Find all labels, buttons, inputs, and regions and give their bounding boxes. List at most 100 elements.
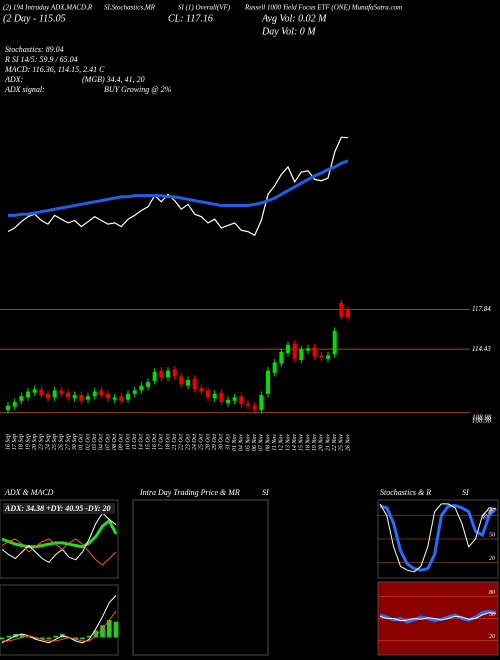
candle-body bbox=[246, 403, 250, 406]
x-tick-label: 01 Oct bbox=[79, 434, 85, 450]
candle-body bbox=[59, 390, 64, 394]
x-tick-label: 12 Nov bbox=[279, 434, 285, 452]
histogram-bar bbox=[113, 621, 119, 638]
candle-body bbox=[146, 382, 150, 387]
x-tick-label: 04 Nov bbox=[238, 434, 245, 452]
panel-title: ADX & MACD bbox=[4, 488, 54, 497]
avg-vol: Avg Vol: 0.02 M bbox=[261, 13, 327, 24]
x-tick-label: 18 Nov bbox=[305, 434, 311, 452]
histogram-bar bbox=[6, 635, 12, 638]
candle-body bbox=[32, 389, 37, 393]
histogram-bar bbox=[86, 635, 92, 638]
x-tick-label: 19 Nov bbox=[312, 434, 318, 452]
candle-body bbox=[206, 390, 210, 398]
histogram-bar bbox=[26, 637, 32, 638]
x-tick-label: 19 Sep bbox=[25, 434, 31, 450]
candle-body bbox=[306, 348, 310, 351]
x-tick-label: 07 Oct bbox=[105, 434, 111, 450]
x-tick-label: 28 Oct bbox=[205, 434, 211, 450]
x-tick-label: 31 Oct bbox=[225, 434, 231, 451]
histogram-bar bbox=[73, 637, 79, 640]
candle-body bbox=[259, 395, 264, 411]
adx-signal-label: ADX signal: bbox=[4, 85, 45, 94]
stochastics: Stochastics: 89.04 bbox=[5, 45, 64, 54]
panel-title: Intra Day Trading Price & MR bbox=[139, 488, 240, 497]
price-line bbox=[7, 136, 349, 237]
x-tick-label: 24 Oct bbox=[191, 434, 198, 450]
candle-body bbox=[326, 355, 330, 359]
candle-body bbox=[139, 385, 144, 391]
candle-body bbox=[26, 391, 30, 398]
x-tick-label: 25 Sep bbox=[52, 434, 58, 450]
annotation-box bbox=[3, 503, 115, 514]
candle-body bbox=[186, 379, 190, 386]
header-text: SI (1) Overall(VF) bbox=[178, 4, 231, 12]
x-tick-label: 21 Nov bbox=[325, 434, 331, 452]
panel-frame bbox=[132, 499, 269, 656]
histogram-bar bbox=[80, 637, 85, 640]
x-tick-label: 25 Nov bbox=[339, 434, 345, 452]
adx-signal: BUY Growing @ 2% bbox=[104, 85, 172, 94]
x-tick-label: 05 Nov bbox=[245, 434, 251, 452]
x-tick-label: 21 Oct bbox=[172, 434, 178, 450]
candle-body bbox=[192, 378, 197, 390]
indicator-line bbox=[2, 610, 117, 642]
x-tick-label: 03 Oct bbox=[92, 434, 98, 450]
candle-body bbox=[126, 393, 130, 400]
x-tick-label: 24 Sep bbox=[44, 434, 51, 450]
candle-body bbox=[219, 392, 224, 402]
y-tick-label: 114.43 bbox=[472, 345, 491, 353]
histogram-bar bbox=[46, 637, 52, 640]
panel-title: SI bbox=[462, 488, 469, 497]
x-tick-label: 11 Nov bbox=[272, 434, 278, 451]
candle-body bbox=[86, 396, 90, 400]
candle-body bbox=[179, 376, 184, 385]
histogram-bar bbox=[100, 625, 105, 638]
y-tick-label: 50 bbox=[489, 532, 495, 538]
y-tick-label: 50 bbox=[489, 612, 495, 618]
candle-body bbox=[92, 391, 97, 397]
x-tick-label: 14 Nov bbox=[291, 434, 298, 452]
histogram-bar bbox=[93, 630, 99, 638]
x-tick-label: 01 Nov bbox=[232, 434, 238, 452]
candle-body bbox=[232, 397, 237, 401]
header-text: SI,Stochastics,MR bbox=[104, 4, 156, 12]
prev-close: (2 Day - 115.05 bbox=[3, 13, 66, 24]
x-tick-label: 22 Oct bbox=[179, 434, 185, 450]
panel-title: SI bbox=[262, 488, 269, 497]
indicator-line bbox=[379, 503, 497, 573]
candle-body bbox=[66, 392, 70, 398]
candle-body bbox=[79, 395, 84, 401]
indicator-line bbox=[379, 503, 498, 572]
x-tick-label: 25 Oct bbox=[199, 434, 205, 450]
histogram-bar bbox=[106, 620, 112, 638]
x-tick-label: 23 Oct bbox=[185, 434, 191, 450]
candle-body bbox=[119, 396, 124, 401]
x-tick-label: 08 Oct bbox=[112, 434, 118, 450]
indicator-line bbox=[379, 609, 497, 624]
y-tick-label: 117.84 bbox=[472, 305, 491, 313]
x-tick-label: 30 Sep bbox=[72, 434, 78, 451]
x-tick-label: 20 Sep bbox=[32, 434, 38, 450]
panel-title: Stochastics & R bbox=[380, 488, 431, 497]
x-tick-label: 17 Sep bbox=[12, 434, 18, 450]
x-tick-label: 22 Nov bbox=[332, 434, 338, 452]
candle-body bbox=[346, 309, 350, 318]
x-tick-label: 16 Oct bbox=[152, 434, 158, 450]
histogram-bar bbox=[0, 637, 5, 640]
x-tick-label: 04 Oct bbox=[98, 434, 105, 450]
histogram-bar bbox=[53, 635, 58, 638]
x-tick-label: 13 Nov bbox=[285, 434, 291, 452]
y-tick-label: 20 bbox=[489, 556, 495, 562]
x-tick-label: 26 Nov bbox=[345, 434, 351, 452]
candle-body bbox=[279, 351, 284, 364]
header-text: Russell 1000 Yield Focus ETF (ONE) Munaf… bbox=[244, 4, 402, 12]
candle-body bbox=[286, 344, 290, 353]
candle-body bbox=[172, 369, 177, 377]
y-tick-label: 20 bbox=[489, 634, 495, 640]
candle-body bbox=[166, 370, 170, 378]
candle-body bbox=[319, 355, 324, 358]
candle-body bbox=[132, 390, 137, 394]
candle-body bbox=[112, 397, 117, 400]
candle-body bbox=[212, 393, 217, 399]
